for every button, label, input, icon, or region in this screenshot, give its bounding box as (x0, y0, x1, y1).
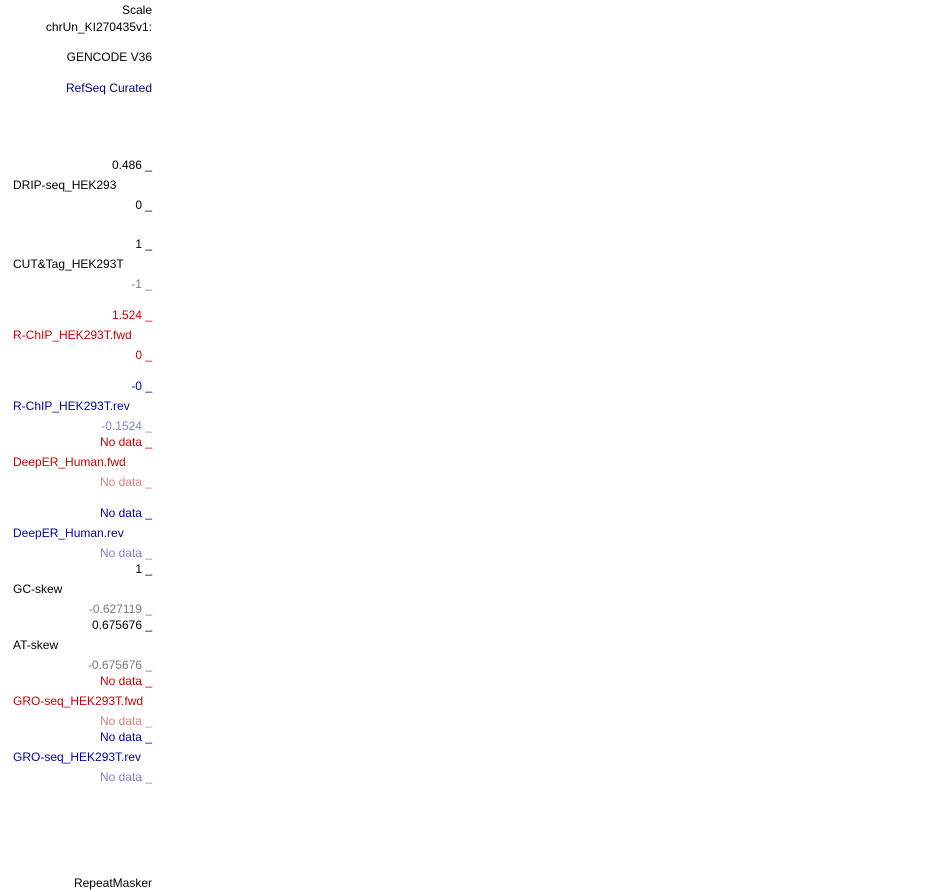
track-min-label: -0.1524 _ (101, 419, 152, 433)
track-min-label: No data _ (99, 475, 152, 489)
track-max-label: No data _ (99, 506, 152, 520)
track-max-label: 0.486 _ (111, 158, 152, 172)
track-name-r-chip-fwd[interactable]: R-ChIP_HEK293T.fwd (13, 328, 132, 342)
track-name-gc-skew[interactable]: GC-skew (13, 582, 63, 596)
gencode-track-label[interactable]: GENCODE V36 (66, 50, 152, 64)
track-name-cut-tag[interactable]: CUT&Tag_HEK293T (13, 257, 124, 271)
track-name-drip-seq[interactable]: DRIP-seq_HEK293 (13, 178, 117, 192)
track-min-label: -0.675676 _ (87, 658, 152, 672)
track-max-label: -0 _ (131, 379, 152, 393)
scale-label: Scale (121, 3, 152, 17)
track-max-label: No data _ (99, 730, 152, 744)
refseq-track-label[interactable]: RefSeq Curated (65, 81, 152, 95)
track-name-gro-seq-rev[interactable]: GRO-seq_HEK293T.rev (13, 750, 142, 764)
track-min-label: -0.627119 _ (88, 602, 152, 616)
track-max-label: 1.524 _ (111, 308, 152, 322)
track-max-label: No data _ (99, 674, 152, 688)
track-name-at-skew[interactable]: AT-skew (13, 638, 59, 652)
track-max-label: 0.675676 _ (91, 618, 152, 632)
track-min-label: No data _ (99, 714, 152, 728)
track-min-label: 0 _ (135, 198, 152, 212)
track-min-label: 0 _ (135, 348, 152, 362)
track-name-deeper-rev[interactable]: DeepER_Human.rev (13, 526, 124, 540)
repeatmasker-track-label[interactable]: RepeatMasker (73, 876, 152, 890)
track-max-label: No data _ (99, 435, 152, 449)
track-min-label: No data _ (99, 770, 152, 784)
track-min-label: No data _ (99, 546, 152, 560)
track-name-r-chip-rev[interactable]: R-ChIP_HEK293T.rev (13, 399, 130, 413)
track-name-deeper-fwd[interactable]: DeepER_Human.fwd (13, 455, 126, 469)
track-max-label: 1 _ (135, 562, 152, 576)
chrom-label: chrUn_KI270435v1: (45, 20, 152, 34)
track-name-gro-seq-fwd[interactable]: GRO-seq_HEK293T.fwd (13, 694, 144, 708)
track-min-label: -1 _ (131, 277, 152, 291)
track-max-label: 1 _ (135, 237, 152, 251)
